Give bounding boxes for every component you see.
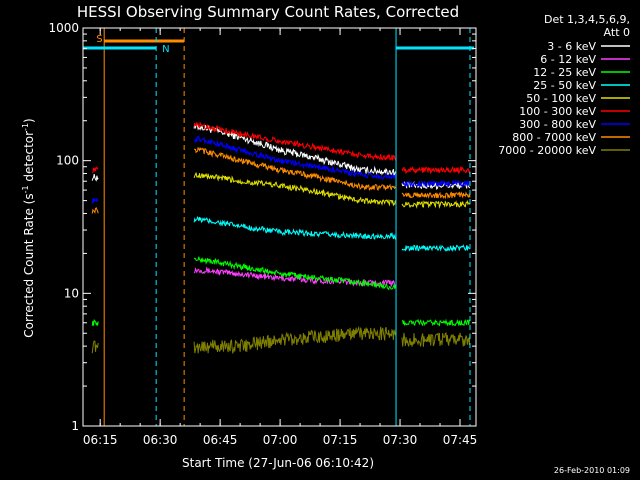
flag-markers: SN — [83, 28, 474, 426]
flag-n-label: N — [162, 44, 169, 55]
series-line — [193, 121, 397, 162]
series-100-300-kev — [91, 121, 471, 175]
x-tick-label: 07:00 — [263, 433, 298, 447]
series-800-7000-kev — [91, 146, 471, 215]
x-tick-label: 07:30 — [383, 433, 418, 447]
legend-entry: 12 - 25 keV — [533, 66, 596, 79]
x-axis: 06:15 06:30 06:45 07:00 07:15 07:30 07:45 — [83, 28, 477, 447]
series-line — [194, 146, 397, 192]
legend-entry: 7000 - 20000 keV — [498, 144, 596, 157]
y-axis: 1 10 100 1000 — [48, 21, 476, 433]
series-line — [401, 165, 471, 175]
y-tick-label: 100 — [56, 154, 79, 168]
footer-timestamp: 26-Feb-2010 01:09 — [554, 466, 630, 475]
series-line — [91, 197, 99, 204]
chart-title: HESSI Observing Summary Count Rates, Cor… — [77, 3, 459, 21]
plot-area: SN — [83, 28, 474, 426]
legend-header-attenuator: Att 0 — [604, 26, 630, 39]
legend-entry: 300 - 800 keV — [519, 118, 596, 131]
series-line — [193, 135, 397, 180]
x-tick-label: 07:45 — [443, 433, 478, 447]
series-line — [91, 166, 99, 174]
series-line — [401, 318, 471, 327]
series-line — [91, 340, 99, 354]
series-line — [401, 191, 471, 200]
series-line — [193, 256, 397, 291]
legend-entry: 6 - 12 keV — [540, 53, 596, 66]
series-line — [193, 172, 397, 207]
plot-frame — [82, 27, 477, 427]
series-50-100-kev — [193, 172, 471, 209]
x-axis-label: Start Time (27-Jun-06 06:10:42) — [182, 456, 374, 470]
y-axis-label: Corrected Count Rate (s-1 detector-1) — [21, 118, 36, 337]
legend-entry: 25 - 50 keV — [533, 79, 596, 92]
series-25-50-kev — [193, 216, 471, 253]
x-tick-label: 06:45 — [203, 433, 238, 447]
y-tick-label: 1000 — [48, 21, 79, 35]
y-tick-label: 10 — [64, 286, 79, 300]
series-line — [193, 325, 397, 354]
series-line — [91, 174, 99, 182]
x-tick-label: 06:15 — [83, 433, 118, 447]
y-tick-label: 1 — [71, 419, 79, 433]
x-tick-label: 06:30 — [143, 433, 178, 447]
legend-header-detectors: Det 1,3,4,5,6,9, — [544, 13, 630, 26]
series-12-25-kev — [91, 256, 471, 327]
legend-entry: 800 - 7000 keV — [512, 131, 596, 144]
series-7000-20000-kev — [91, 325, 471, 354]
flag-s-label: S — [96, 34, 102, 45]
x-tick-label: 07:15 — [323, 433, 358, 447]
series-line — [193, 216, 397, 241]
series-line — [401, 179, 471, 189]
legend-entry: 100 - 300 keV — [519, 105, 596, 118]
series-300-800-kev — [91, 135, 471, 204]
series-line — [91, 207, 99, 215]
series-line — [401, 199, 471, 209]
series-line — [401, 331, 471, 347]
series-line — [401, 244, 471, 253]
series-line — [91, 318, 99, 327]
legend-entry: 3 - 6 keV — [547, 40, 596, 53]
legend-entry: 50 - 100 keV — [526, 92, 596, 105]
series-line — [193, 121, 397, 178]
